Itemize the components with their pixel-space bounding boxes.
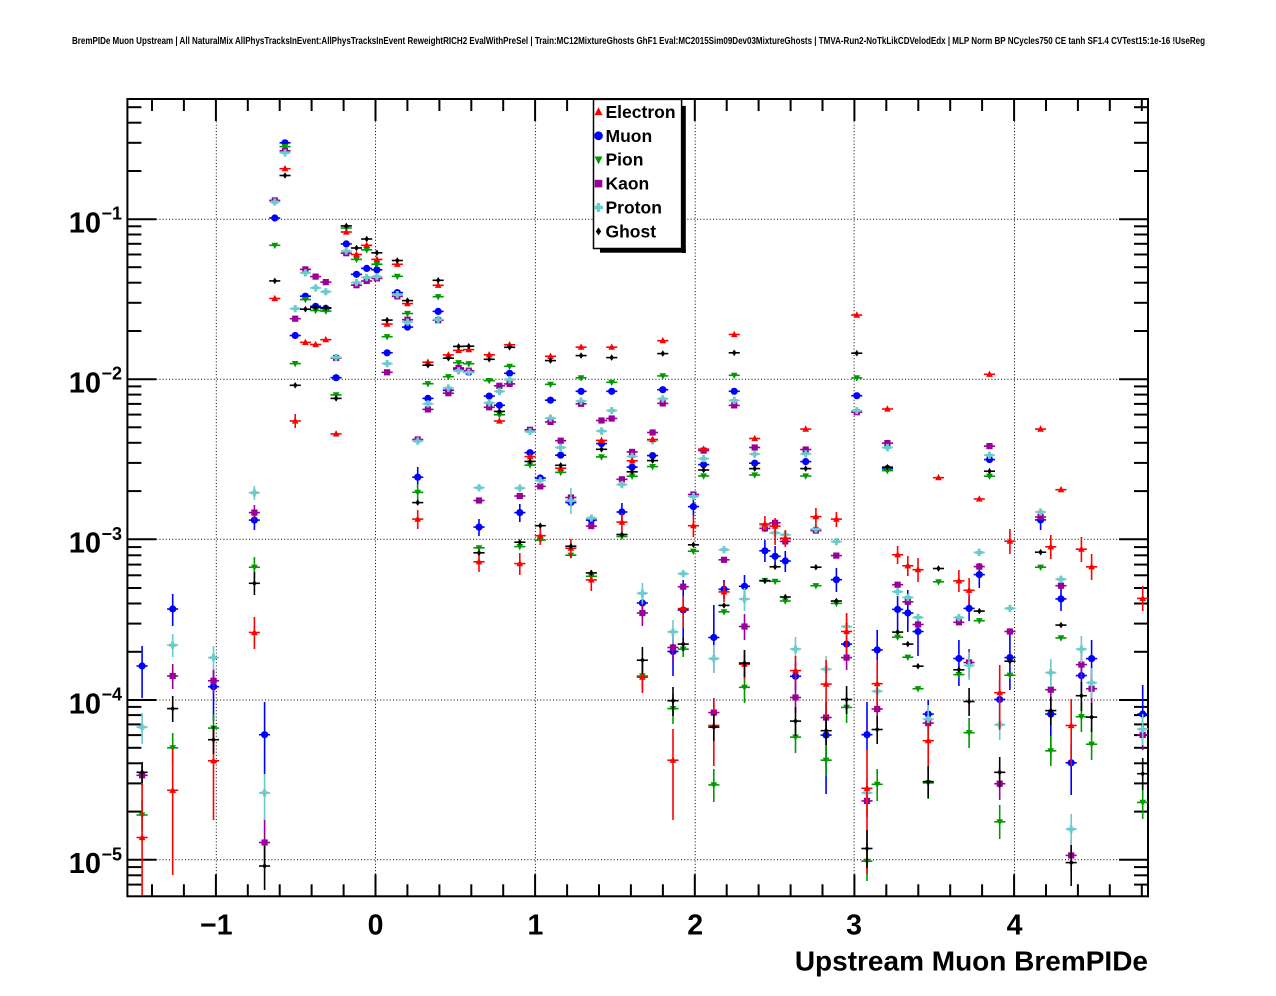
svg-text:−2: −2 [102,364,123,384]
svg-text:−4: −4 [102,685,123,705]
svg-text:Ghost: Ghost [606,221,657,241]
svg-text:10: 10 [69,368,101,400]
svg-text:−3: −3 [102,524,123,544]
svg-text:Proton: Proton [606,198,662,218]
svg-text:2: 2 [687,910,703,942]
svg-text:Muon: Muon [606,126,653,146]
svg-text:Kaon: Kaon [606,174,650,194]
svg-text:0: 0 [368,910,384,942]
svg-text:−1: −1 [102,204,123,224]
svg-text:1: 1 [527,910,543,942]
svg-text:−1: −1 [200,910,233,942]
svg-text:10: 10 [69,528,101,560]
svg-text:BremPIDe Muon Upstream | All N: BremPIDe Muon Upstream | All NaturalMix … [72,36,1205,47]
svg-text:10: 10 [69,208,101,240]
svg-text:10: 10 [69,848,101,880]
svg-text:3: 3 [846,910,862,942]
svg-text:Upstream Muon BremPIDe: Upstream Muon BremPIDe [795,946,1148,977]
svg-text:Electron: Electron [606,102,676,122]
svg-text:−5: −5 [102,844,123,864]
svg-text:10: 10 [69,688,101,720]
svg-text:4: 4 [1007,910,1023,942]
svg-text:Pion: Pion [606,150,644,170]
